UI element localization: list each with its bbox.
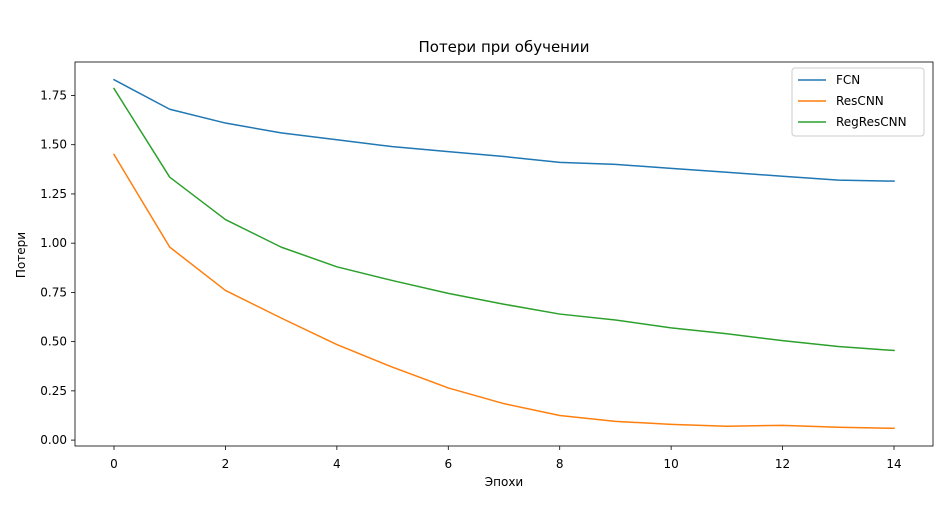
series-line-fcn [112,78,895,182]
x-tick-label: 14 [886,457,901,471]
x-tick-label: 12 [775,457,790,471]
legend-box [791,67,925,137]
series-line-rescnn [112,153,895,430]
y-tick-label: 0.00 [40,433,67,447]
x-tick-label: 10 [664,457,679,471]
legend-label-rescnn: ResCNN [836,94,884,108]
series-line-regrescnn [112,87,895,352]
y-tick-label: 0.75 [40,285,67,299]
x-tick-label: 6 [444,457,452,471]
legend: FCN ResCNN RegResCNN [791,67,925,137]
y-tick-label: 1.00 [40,236,67,250]
axes: 0 2 4 6 8 10 12 14 0.00 0.25 0.50 0.75 1.00 1.25 1.50 1… [40,61,934,471]
x-tick-label: 4 [333,457,341,471]
y-tick-label: 1.75 [40,88,67,102]
y-tick-label: 1.50 [40,138,67,152]
legend-label-fcn: FCN [836,73,860,87]
x-tick-label: 2 [222,457,230,471]
chart-title: Потери при обучении [418,38,589,56]
y-axis-title: Потери [14,232,28,278]
y-tick-label: 0.25 [40,384,67,398]
y-tick-label: 1.25 [40,187,67,201]
y-tick-label: 0.50 [40,335,67,349]
x-axis-title: Эпохи [485,475,523,489]
x-tick-label: 0 [110,457,118,471]
plot-frame [74,61,934,447]
plot-area [112,78,895,430]
legend-label-regrescnn: RegResCNN [836,115,907,129]
x-tick-label: 8 [556,457,564,471]
